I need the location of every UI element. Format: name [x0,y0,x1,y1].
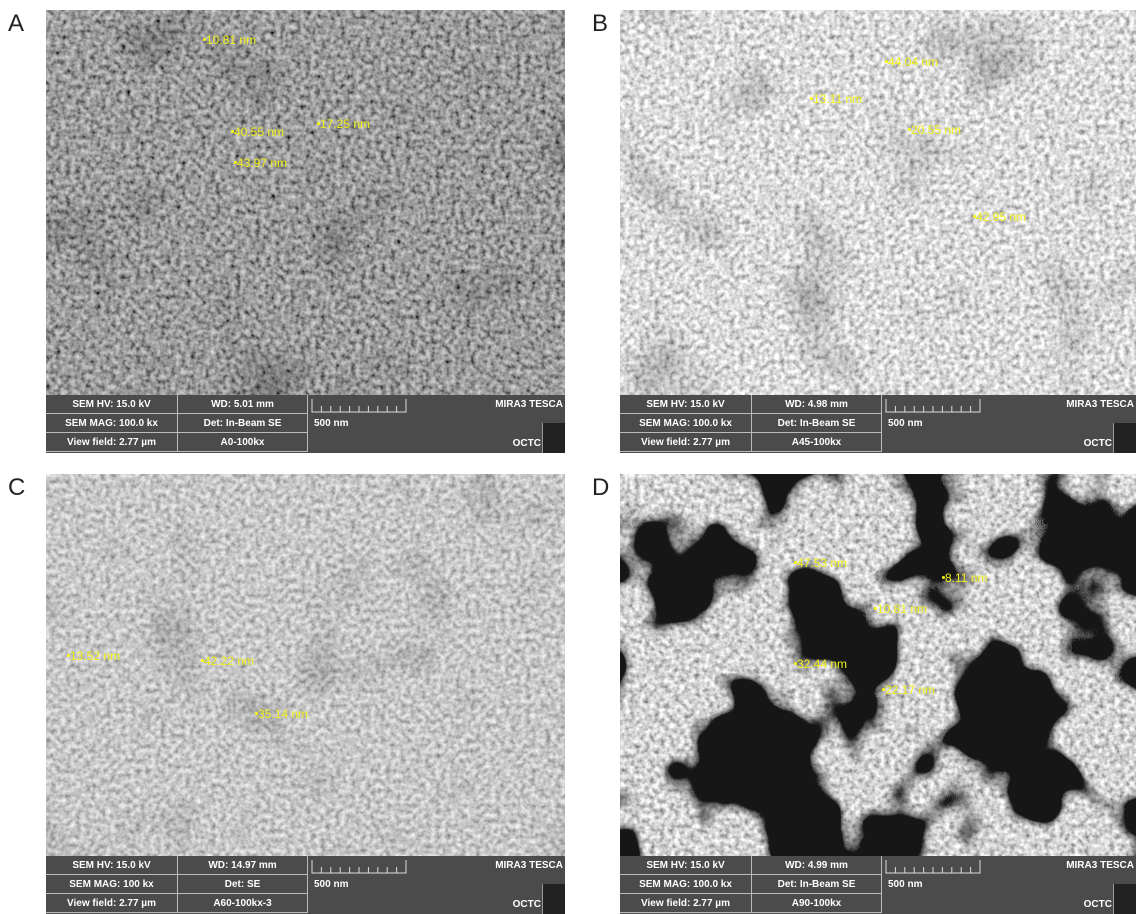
measurement-label: 10.81 nm [206,34,256,46]
texture [620,10,1136,453]
organization: OCTC [513,895,541,914]
scale-label: 500 nm [308,414,348,433]
info-mag: SEM MAG: 100.0 kx [620,875,752,894]
scale-label: 500 nm [882,875,922,894]
info-det: Det: In-Beam SE [752,414,882,433]
info-hv: SEM HV: 15.0 kV [620,395,752,414]
info-name: A60-100kx-3 [178,894,308,913]
texture [620,474,1136,914]
info-det: Det: SE [178,875,308,894]
info-name: A90-100kx [752,894,882,913]
brand: MIRA3 TESCA [495,395,563,414]
info-wd: WD: 4.98 mm [752,395,882,414]
scale-bar [884,395,982,414]
panel-label: B [592,10,608,38]
brand: MIRA3 TESCA [495,856,563,875]
texture [46,474,565,914]
grain [620,474,1136,914]
grain [620,10,1136,453]
info-view: View field: 2.77 µm [46,894,178,913]
sem-image: 47.53 nm 8.11 nm 10.81 nm 32.44 nm 22.17 nm S… [620,474,1136,914]
scale-bar [310,395,408,414]
texture [46,10,565,453]
brand: MIRA3 TESCA [1066,395,1134,414]
scale-bar [884,856,982,875]
info-hv: SEM HV: 15.0 kV [46,395,178,414]
logo [1113,884,1136,914]
measurement-label: 13.52 nm [70,650,120,662]
info-view: View field: 2.77 µm [46,433,178,452]
info-name: A45-100kx [752,433,882,452]
measurement-label: 44.04 nm [888,56,938,68]
measurement-label: 47.53 nm [797,557,847,569]
sem-image: 44.04 nm 13.11 nm 20.55 nm 42.95 nm SEM HV: … [620,10,1136,453]
logo [542,423,565,453]
measurement-label: 8.11 nm [945,572,987,584]
measurement-label: 13.11 nm [813,93,862,105]
organization: OCTC [1084,895,1112,914]
scale-bar [310,856,408,875]
measurement-label: 20.55 nm [911,124,961,136]
organization: OCTC [1084,434,1112,453]
info-name: A0-100kx [178,433,308,452]
logo [1113,423,1136,453]
logo [542,884,565,914]
panel-label: A [8,10,24,38]
info-det: Det: In-Beam SE [178,414,308,433]
brand: MIRA3 TESCA [1066,856,1134,875]
grain [46,474,565,914]
measurement-label: 10.81 nm [877,603,927,615]
info-wd: WD: 14.97 mm [178,856,308,875]
measurement-label: 43.97 nm [237,157,287,169]
figure: A 10.81 nm 40.55 nm 17.25 nm 43.97 nm SEM HV… [0,0,1136,914]
info-hv: SEM HV: 15.0 kV [620,856,752,875]
measurement-label: 22.17 nm [885,684,935,696]
info-wd: WD: 4.99 mm [752,856,882,875]
scale-label: 500 nm [882,414,922,433]
info-det: Det: In-Beam SE [752,875,882,894]
measurement-label: 42.95 nm [976,211,1026,223]
measurement-label: 35.14 nm [258,708,308,720]
grain [46,10,565,453]
info-view: View field: 2.77 µm [620,894,752,913]
info-wd: WD: 5.01 mm [178,395,308,414]
info-mag: SEM MAG: 100 kx [46,875,178,894]
measurement-label: 17.25 nm [320,118,370,130]
info-view: View field: 2.77 µm [620,433,752,452]
panel-label: D [592,474,609,502]
info-mag: SEM MAG: 100.0 kx [620,414,752,433]
panel-label: C [8,474,25,502]
measurement-label: 32.44 nm [797,658,847,670]
sem-image: 10.81 nm 40.55 nm 17.25 nm 43.97 nm SEM HV: … [46,10,565,453]
info-hv: SEM HV: 15.0 kV [46,856,178,875]
info-mag: SEM MAG: 100.0 kx [46,414,178,433]
organization: OCTC [513,434,541,453]
measurement-label: 40.55 nm [234,126,284,138]
measurement-label: 42.22 nm [204,655,254,667]
scale-label: 500 nm [308,875,348,894]
